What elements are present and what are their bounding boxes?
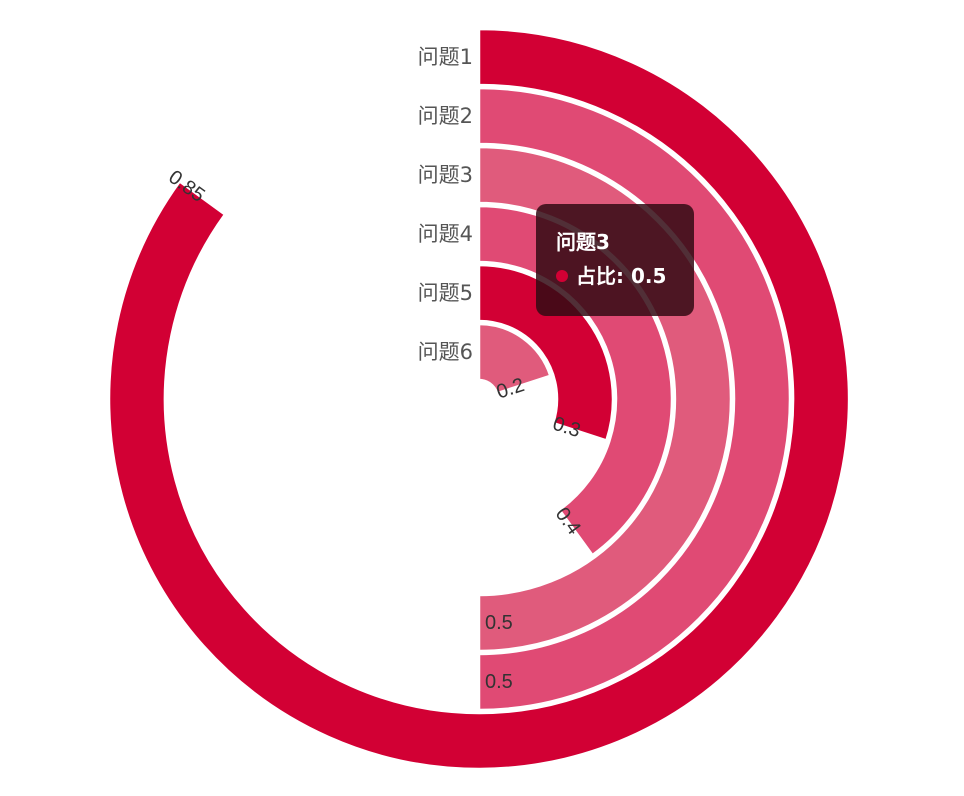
bar-2[interactable] [477,86,792,712]
category-label-5: 问题5 [418,281,473,305]
category-label-4: 问题4 [418,222,473,246]
value-label-2: 0.5 [485,671,513,693]
bars-layer [107,27,851,771]
value-label-3: 0.5 [485,612,513,634]
tooltip-series-dot-icon [556,269,568,282]
bar-6[interactable] [477,322,552,395]
tooltip: 问题3 占比: 0.5 [536,204,694,316]
tooltip-value: 占比: 0.5 [576,264,667,288]
category-label-1: 问题1 [418,45,473,69]
tooltip-row: 占比: 0.5 [556,258,694,294]
category-label-2: 问题2 [418,104,473,128]
category-label-6: 问题6 [418,340,473,364]
tooltip-title: 问题3 [556,230,610,254]
category-label-3: 问题3 [418,163,473,187]
bar-1[interactable] [107,27,851,771]
